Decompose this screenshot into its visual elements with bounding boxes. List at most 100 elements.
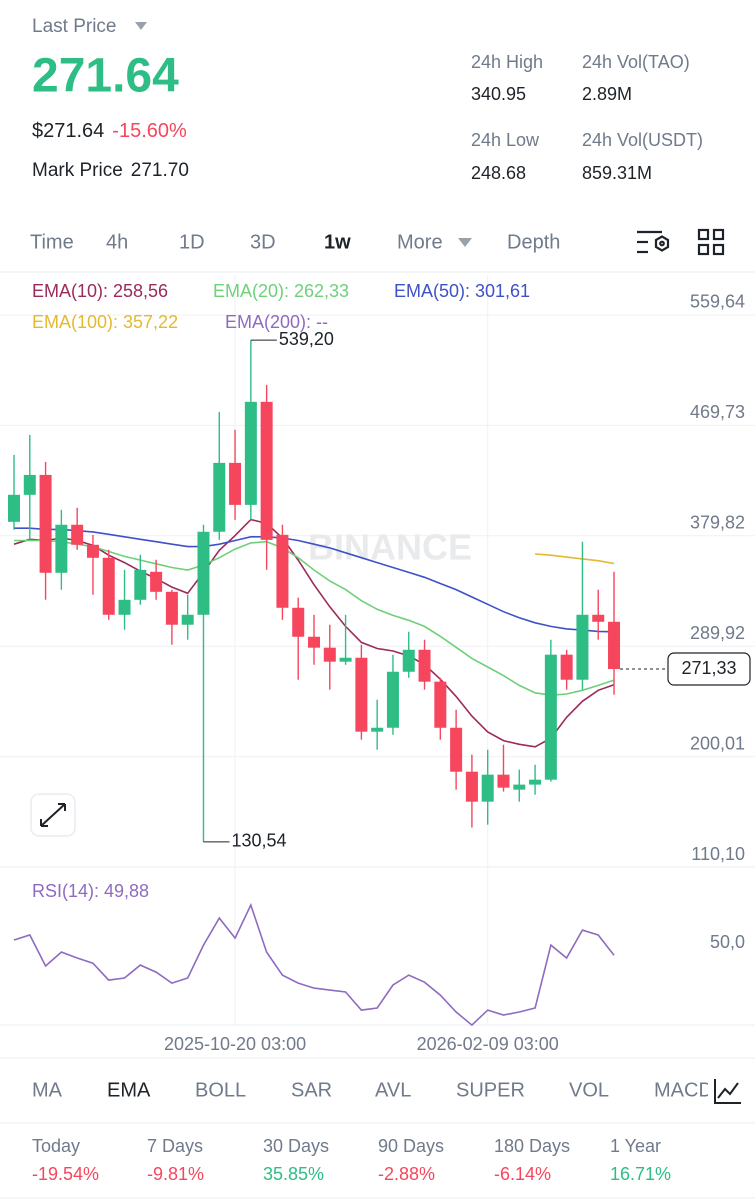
- usd-line: $271.64 -15.60%: [32, 120, 187, 142]
- indicator-tab[interactable]: SAR: [291, 1079, 332, 1101]
- watermark: BINANCE: [308, 527, 472, 568]
- candle-body: [213, 462, 226, 532]
- last-price-label: 271,33: [681, 658, 736, 678]
- candle-body: [371, 727, 384, 732]
- stat-value: 2.89M: [582, 84, 632, 104]
- line: [13, 902, 615, 1027]
- indicator-tab[interactable]: BOLL: [195, 1079, 246, 1101]
- candle-body: [244, 401, 257, 505]
- candle-body: [86, 544, 99, 558]
- line: [14, 527, 615, 633]
- x-tick-label: 2026-02-09 03:00: [417, 1034, 559, 1054]
- candle-body: [8, 494, 20, 522]
- mark-label: Mark Price: [32, 160, 123, 181]
- y-tick-label: 289,92: [690, 623, 745, 643]
- perf-value: 35.85%: [263, 1164, 324, 1184]
- legend-entry: EMA(10): 258,56: [32, 281, 168, 301]
- candle-body: [465, 771, 478, 802]
- stat-label: 24h Vol(TAO): [582, 52, 690, 72]
- legend-entry: EMA(200): --: [225, 312, 328, 332]
- perf-value: 16.71%: [610, 1164, 671, 1184]
- candle-body: [386, 671, 399, 728]
- tab[interactable]: 1D: [179, 231, 205, 253]
- stat-label: 24h Low: [471, 130, 540, 150]
- tab[interactable]: 1w: [324, 231, 351, 253]
- tab[interactable]: Depth: [507, 231, 560, 253]
- candle-body: [402, 649, 415, 672]
- indicator-tab[interactable]: AVL: [375, 1079, 411, 1101]
- perf-value: -9.81%: [147, 1164, 204, 1184]
- candle-body: [23, 474, 36, 495]
- stat-label: 24h Vol(USDT): [582, 130, 703, 150]
- y-tick-label: 559,64: [690, 292, 745, 312]
- perf-label: 90 Days: [378, 1136, 444, 1156]
- stat-value: 340.95: [471, 84, 526, 104]
- line: [13, 518, 615, 748]
- y-tick-label: 469,73: [690, 402, 745, 422]
- candle-body: [308, 636, 321, 648]
- candle-body: [608, 621, 621, 670]
- mark-price: 271.70: [131, 160, 189, 181]
- annotation: 539,20: [279, 329, 334, 349]
- candle-body: [134, 569, 147, 600]
- chart-icon[interactable]: [708, 1070, 755, 1114]
- perf-label: 180 Days: [494, 1136, 570, 1156]
- line: [535, 553, 615, 565]
- perf-value: -2.88%: [378, 1164, 435, 1184]
- perf-label: Today: [32, 1136, 80, 1156]
- dropdown-icon[interactable]: [135, 22, 147, 30]
- candle-body: [165, 591, 178, 625]
- candle-body: [513, 784, 526, 790]
- expand-button[interactable]: [30, 793, 76, 837]
- candle-body: [560, 654, 573, 680]
- candle-body: [339, 657, 352, 662]
- stat-value: 859.31M: [582, 163, 652, 183]
- last-price-tag: [667, 652, 751, 686]
- legend-entry: EMA(50): 301,61: [394, 281, 530, 301]
- indicator-tab[interactable]: MACD: [654, 1079, 713, 1101]
- candle-body: [576, 614, 589, 680]
- candle-body: [71, 524, 84, 545]
- candle-body: [150, 571, 163, 592]
- y-tick-label: 200,01: [690, 733, 745, 753]
- candle-body: [118, 599, 131, 615]
- last-price-label[interactable]: Last Price: [32, 16, 116, 37]
- perf-value: -19.54%: [32, 1164, 99, 1184]
- perf-label: 1 Year: [610, 1136, 661, 1156]
- y-tick-label: 110,10: [691, 844, 745, 864]
- candle-body: [529, 779, 542, 785]
- candle-body: [481, 774, 494, 802]
- candle-body: [434, 681, 447, 728]
- candle-body: [229, 462, 242, 505]
- indicator-tab[interactable]: MA: [32, 1079, 63, 1101]
- tab[interactable]: More: [397, 231, 443, 253]
- mark-line: Mark Price 271.70: [32, 160, 189, 181]
- tab[interactable]: 4h: [106, 231, 128, 253]
- legend-entry: EMA(100): 357,22: [32, 312, 178, 332]
- tab[interactable]: 3D: [250, 231, 276, 253]
- x-tick-label: 2025-10-20 03:00: [164, 1034, 306, 1054]
- indicator-tab[interactable]: EMA: [107, 1079, 151, 1101]
- candle-body: [355, 657, 368, 732]
- candle-body: [276, 534, 289, 608]
- candle-body: [450, 727, 463, 772]
- candle-body: [260, 401, 273, 540]
- legend-entry: EMA(20): 262,33: [213, 281, 349, 301]
- dropdown-icon[interactable]: [458, 238, 472, 247]
- y-tick-label: 379,82: [690, 513, 745, 533]
- stat-value: 248.68: [471, 163, 526, 183]
- candle-body: [497, 774, 510, 788]
- settings-icon[interactable]: [637, 230, 670, 254]
- stat-label: 24h High: [471, 52, 543, 72]
- tab[interactable]: Time: [30, 231, 74, 253]
- line: [14, 539, 615, 697]
- indicator-tab[interactable]: VOL: [569, 1079, 609, 1101]
- indicator-tab[interactable]: SUPER: [456, 1079, 525, 1101]
- layout-icon[interactable]: [697, 228, 725, 256]
- price: 271.64: [32, 50, 179, 103]
- candle-body: [55, 524, 68, 573]
- candle-body: [102, 557, 115, 615]
- perf-value: -6.14%: [494, 1164, 551, 1184]
